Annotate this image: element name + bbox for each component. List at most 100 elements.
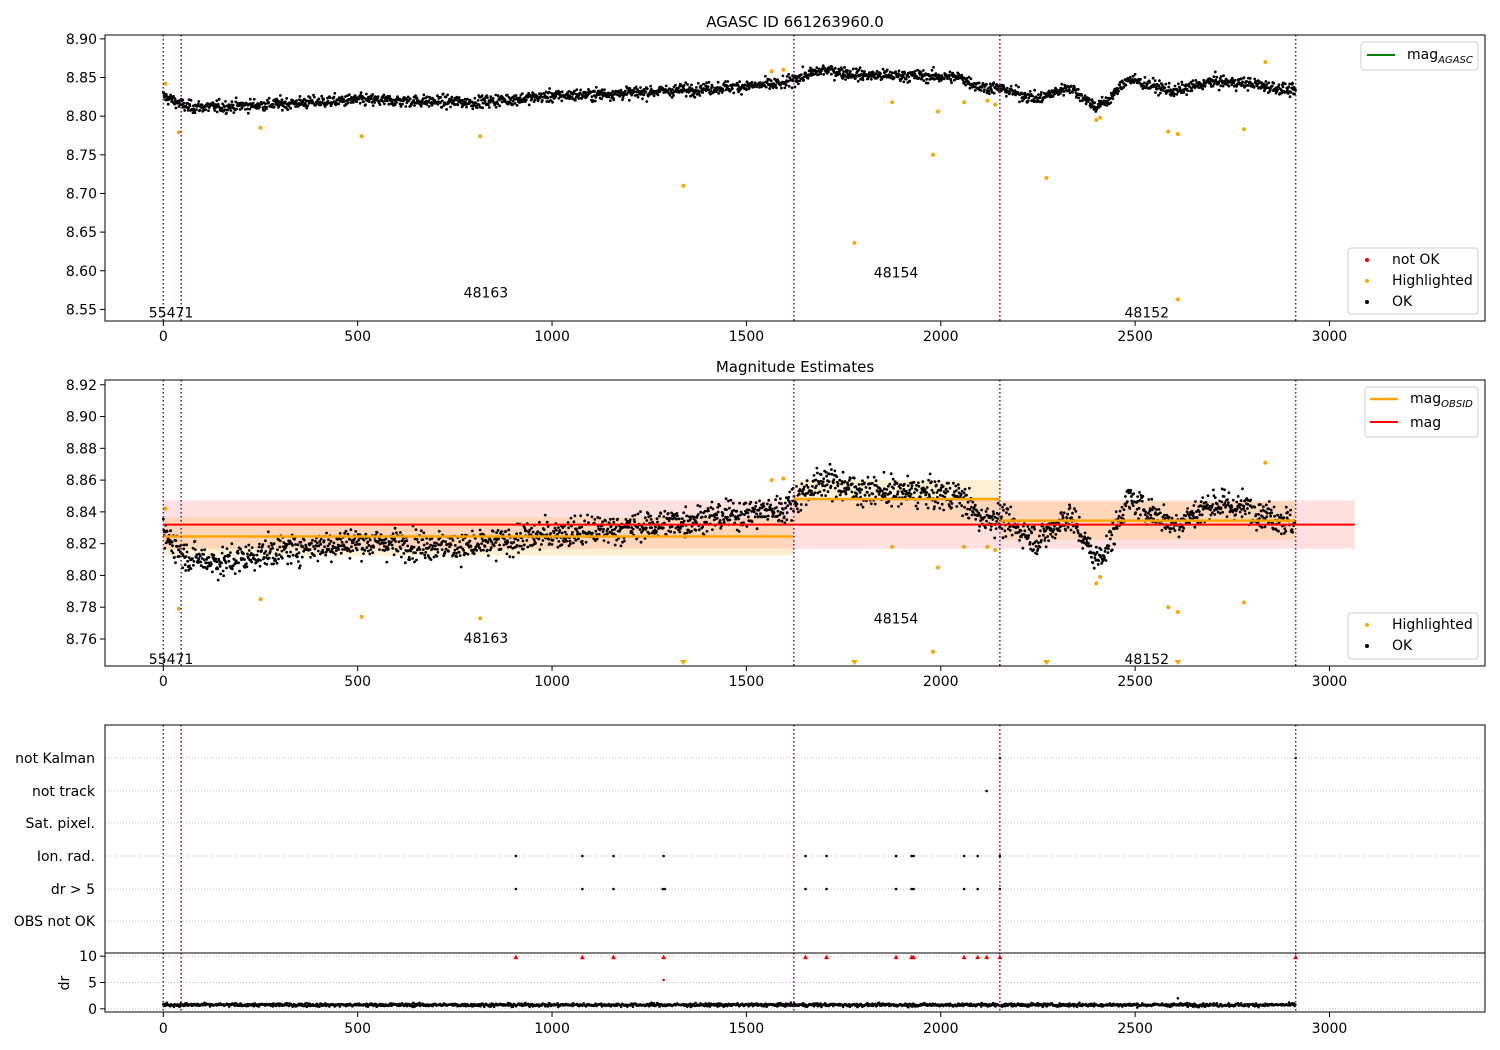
ok-point — [1277, 529, 1280, 533]
highlighted-point — [1263, 460, 1268, 465]
ok-point — [1159, 91, 1162, 95]
ok-point — [920, 75, 924, 79]
ok-point — [546, 525, 550, 528]
ok-point — [441, 92, 445, 96]
ok-point — [1272, 505, 1276, 509]
ok-point — [1051, 95, 1055, 98]
ok-point — [1110, 533, 1114, 537]
ok-point — [1268, 88, 1272, 92]
ok-point — [584, 540, 588, 544]
ok-point — [871, 71, 875, 74]
ok-point — [1038, 545, 1042, 549]
ok-point — [278, 553, 281, 556]
ok-point — [851, 67, 855, 71]
ok-point — [1077, 539, 1081, 542]
ok-point — [764, 74, 767, 78]
ok-point — [541, 539, 545, 542]
ok-point — [1060, 82, 1064, 86]
ok-point — [182, 547, 186, 551]
ok-point — [665, 517, 669, 520]
ok-point — [600, 97, 603, 101]
ok-point — [1061, 87, 1065, 91]
ok-point — [1018, 539, 1021, 542]
ok-point — [383, 102, 386, 106]
ok-point — [430, 537, 434, 540]
ok-point — [819, 72, 823, 76]
ok-point — [1006, 507, 1010, 511]
ok-point — [711, 507, 715, 511]
ok-point — [833, 469, 837, 473]
ok-point — [693, 95, 697, 99]
ok-point — [259, 559, 262, 562]
ok-point — [767, 498, 771, 502]
ok-point — [540, 99, 544, 102]
ok-point — [1248, 77, 1252, 80]
ok-point — [267, 101, 271, 104]
ok-point — [1116, 92, 1119, 96]
ok-point — [1047, 539, 1050, 543]
ok-point — [789, 502, 792, 506]
ok-point — [1037, 541, 1040, 545]
ok-point — [1212, 75, 1216, 78]
ok-point — [789, 507, 793, 511]
ok-point — [1222, 74, 1225, 78]
ok-point — [480, 94, 484, 98]
ok-point — [272, 105, 276, 109]
ok-point — [311, 538, 314, 542]
ok-point — [787, 72, 791, 76]
ok-point — [593, 90, 597, 93]
ok-point — [699, 84, 703, 88]
ok-point — [385, 545, 389, 549]
ok-point — [1112, 93, 1116, 97]
ok-point — [369, 548, 373, 551]
ok-point — [858, 491, 862, 494]
ok-point — [628, 520, 632, 524]
ok-point — [636, 95, 640, 99]
ok-point — [1141, 499, 1144, 503]
ok-point — [565, 539, 569, 543]
ok-point — [340, 540, 344, 544]
ok-point — [1291, 81, 1294, 85]
ok-point — [821, 64, 825, 68]
ok-point — [1058, 529, 1062, 533]
legend-marker — [1365, 644, 1369, 648]
legend-label: OK — [1392, 638, 1413, 654]
ok-point — [649, 84, 653, 88]
ok-point — [726, 80, 730, 83]
ok-point — [527, 530, 531, 534]
ok-point — [721, 512, 725, 516]
ok-point — [1153, 83, 1156, 87]
ok-point — [232, 111, 236, 114]
ok-point — [1005, 511, 1008, 515]
ok-point — [985, 91, 989, 95]
ok-point — [269, 542, 273, 545]
ok-point — [234, 559, 238, 563]
ok-point — [286, 108, 290, 112]
ok-point — [425, 103, 429, 106]
ok-point — [1264, 503, 1268, 507]
ok-point — [926, 506, 930, 510]
ok-point — [400, 539, 404, 543]
highlighted-point — [852, 240, 857, 245]
ok-point — [1113, 542, 1117, 546]
ok-point — [472, 103, 476, 107]
ok-point — [1027, 96, 1031, 100]
ok-point — [902, 75, 905, 79]
ok-point — [282, 541, 286, 544]
ok-point — [595, 533, 599, 536]
ok-point — [493, 103, 497, 107]
ok-point — [604, 519, 607, 523]
y-tick-label: 5 — [88, 976, 97, 992]
ok-point — [750, 81, 754, 84]
ok-point — [1289, 508, 1292, 512]
ok-point — [948, 486, 952, 490]
ok-point — [685, 514, 688, 518]
chart-title: Magnitude Estimates — [716, 358, 874, 376]
ok-point — [505, 93, 509, 97]
ok-point — [398, 102, 402, 106]
ok-point — [946, 490, 949, 493]
flag-point — [663, 887, 667, 891]
ok-point — [815, 66, 819, 69]
ok-point — [478, 528, 482, 532]
ok-point — [1107, 547, 1110, 551]
